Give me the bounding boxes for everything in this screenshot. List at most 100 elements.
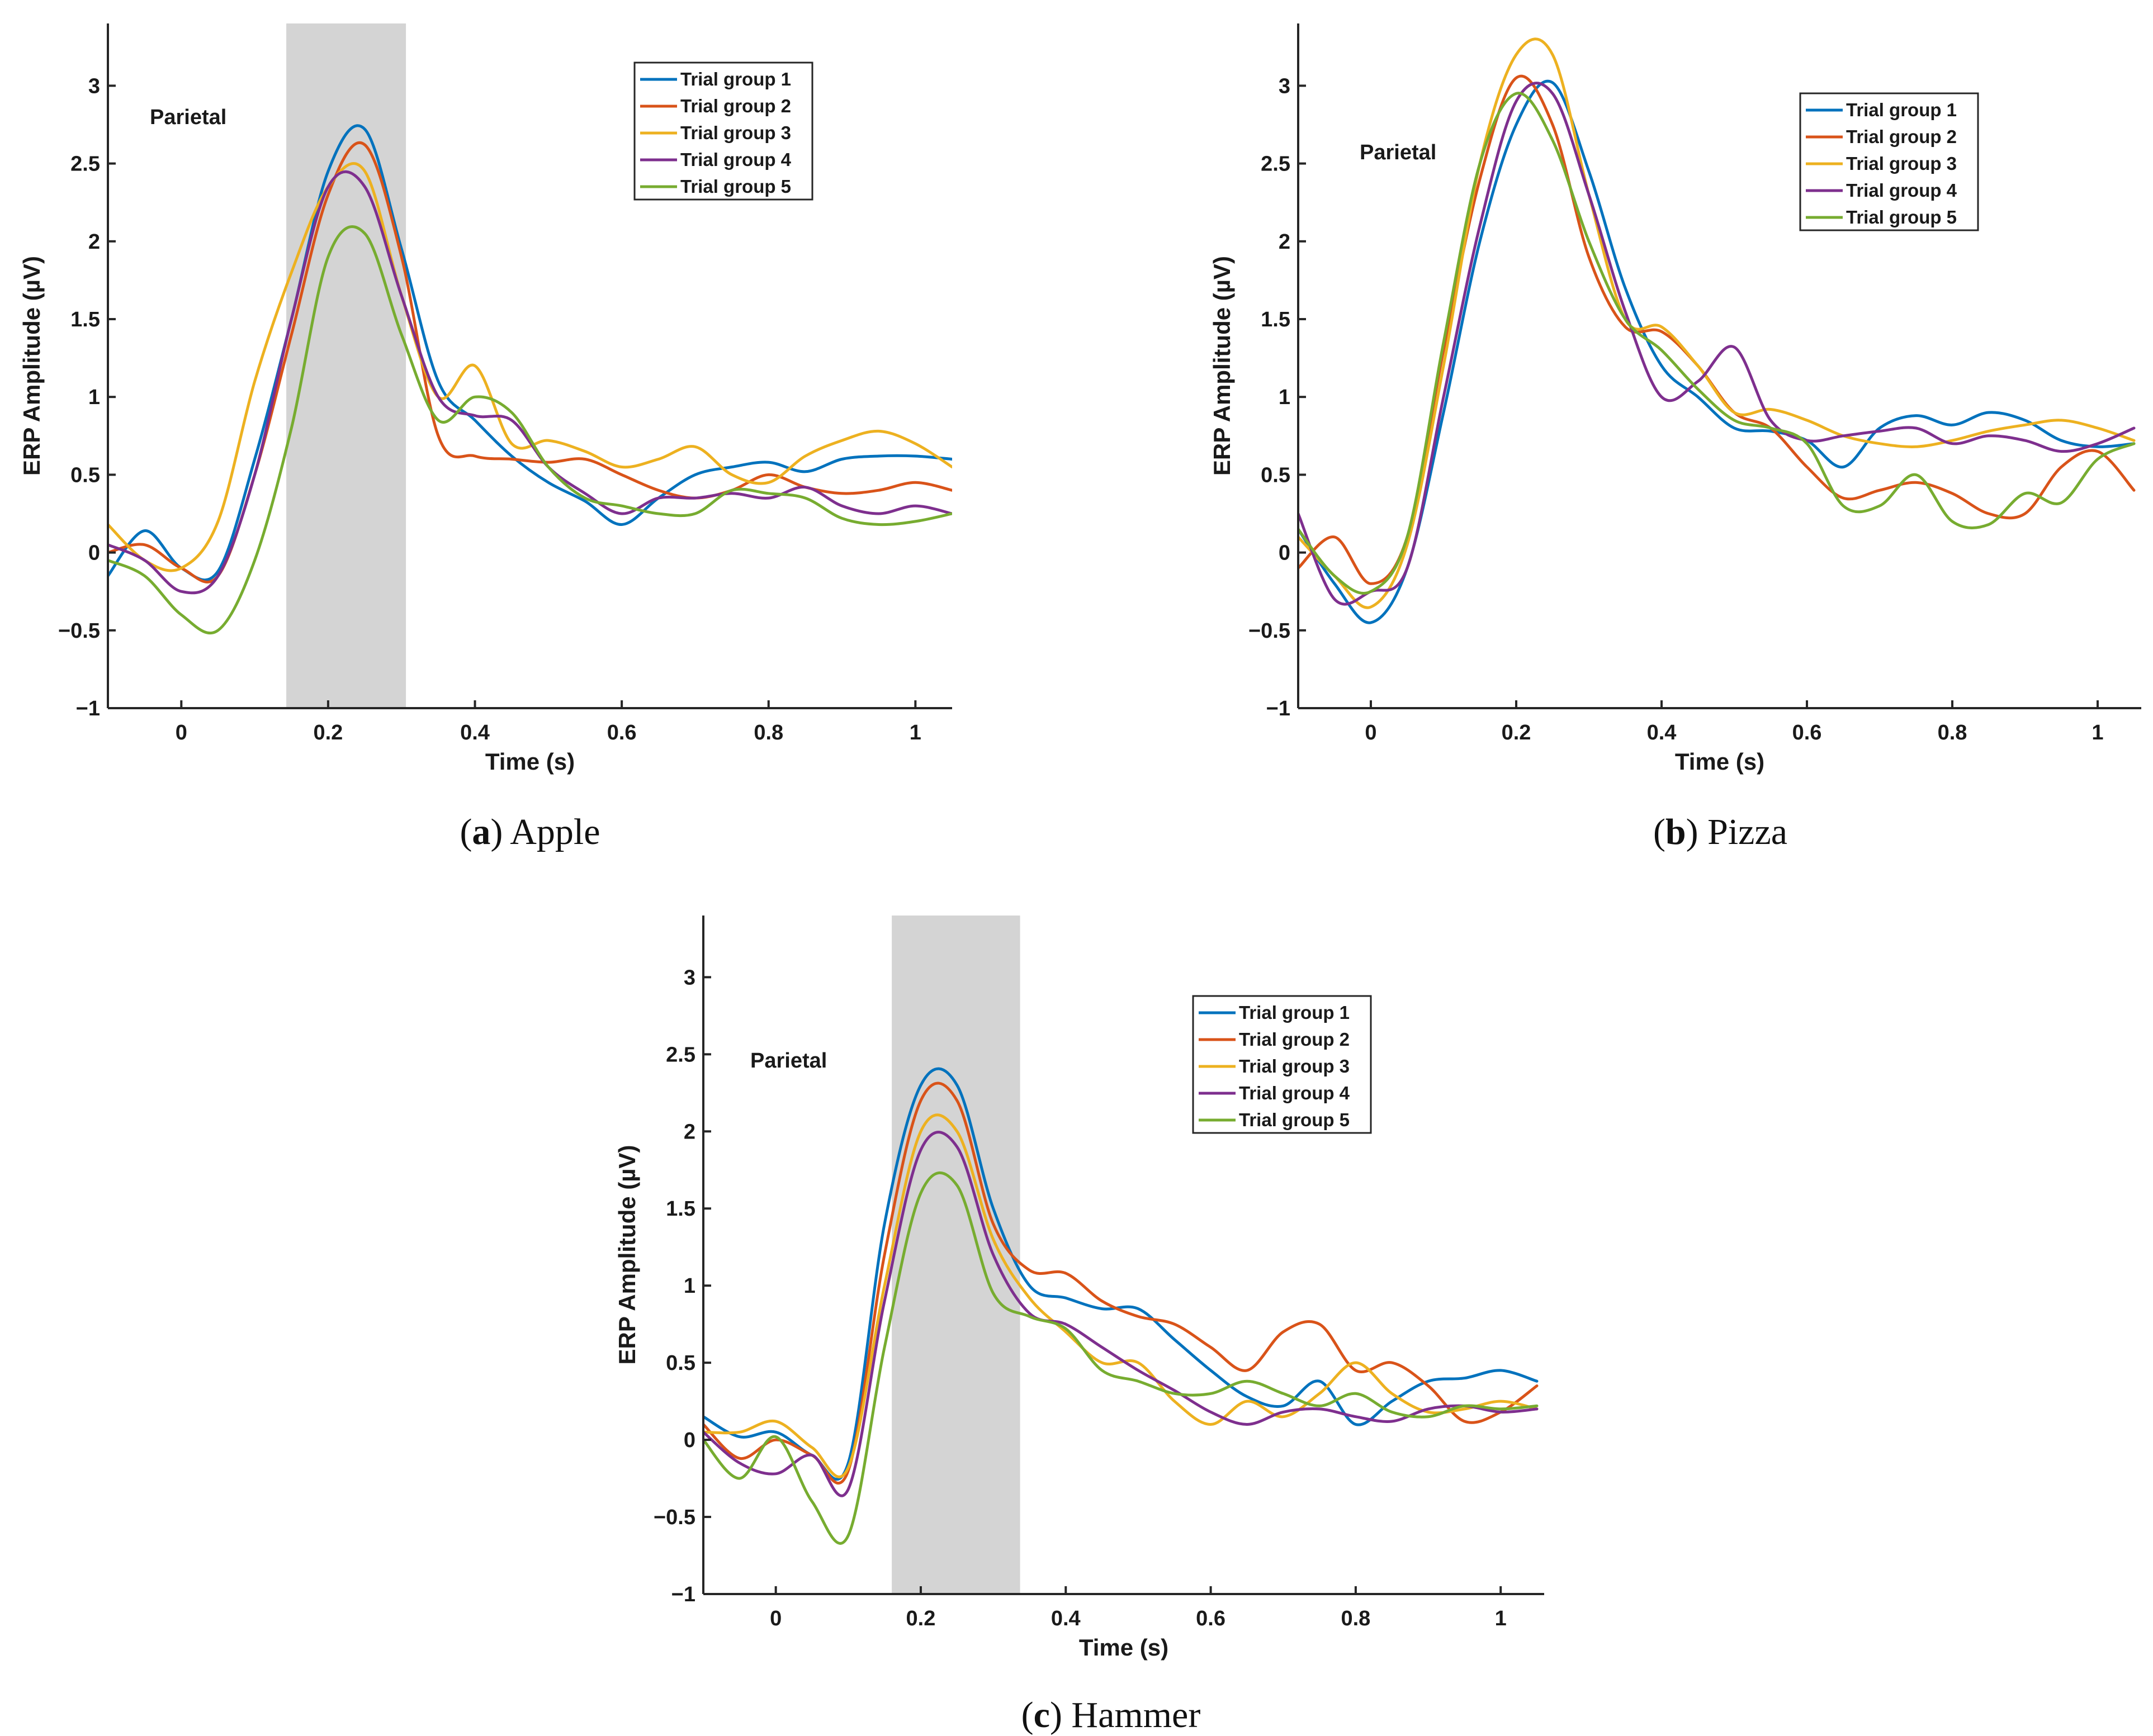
x-tick-label: 0.2 xyxy=(906,1607,936,1630)
legend: Trial group 1 Trial group 2 Trial group 3 T… xyxy=(633,61,813,201)
x-tick-label: 0.6 xyxy=(1792,721,1822,744)
y-tick-label: −0.5 xyxy=(654,1506,695,1529)
y-tick-label: 2 xyxy=(1279,230,1290,254)
series-line-trial-group-1 xyxy=(108,124,952,582)
series-line-trial-group-2 xyxy=(703,1082,1539,1484)
x-axis-label: Time (s) xyxy=(1079,1634,1168,1661)
x-tick-label: 0.4 xyxy=(1647,721,1677,744)
legend-entry-trial-group-1: Trial group 1 xyxy=(680,69,791,89)
y-tick-label: 1.5 xyxy=(1261,308,1290,331)
legend-entry-trial-group-3: Trial group 3 xyxy=(1846,153,1957,174)
x-tick-label: 1 xyxy=(910,721,921,744)
caption-name: Apple xyxy=(510,812,600,852)
legend-entry-trial-group-4: Trial group 4 xyxy=(680,149,792,170)
y-tick-label: 1 xyxy=(684,1274,695,1298)
legend-entry-trial-group-2: Trial group 2 xyxy=(1846,126,1957,147)
y-tick-label: 0 xyxy=(88,542,100,565)
legend-box xyxy=(633,61,813,201)
x-tick-label: 0 xyxy=(770,1607,782,1630)
chart-apple: 0 0.2 0.4 0.6 0.8 1 −1 −0.5 0 0.5 1 1.5 2 2.5 3 Time (s… xyxy=(18,23,952,852)
x-axis-label: Time (s) xyxy=(1675,748,1764,775)
series-line-trial-group-1 xyxy=(1298,79,2136,624)
series-line-trial-group-5 xyxy=(1298,92,2136,595)
x-tick-label: 0.6 xyxy=(1196,1607,1225,1630)
x-tick-label: 0.8 xyxy=(1341,1607,1370,1630)
x-tick-label: 0.8 xyxy=(1938,721,1967,744)
legend-entry-trial-group-2: Trial group 2 xyxy=(1239,1029,1350,1050)
series-line-trial-group-2 xyxy=(108,141,952,584)
x-tick-label: 1 xyxy=(1495,1607,1507,1630)
legend-entry-trial-group-1: Trial group 1 xyxy=(1846,99,1957,120)
caption-name: Hammer xyxy=(1071,1695,1200,1735)
series-line-trial-group-4 xyxy=(108,170,952,595)
legend-entry-trial-group-4: Trial group 4 xyxy=(1239,1083,1350,1103)
analysis-window-highlight xyxy=(892,916,1020,1594)
y-tick-label: 1 xyxy=(1279,386,1290,409)
y-tick-label: −1 xyxy=(671,1583,695,1606)
x-tick-label: 0.2 xyxy=(313,721,343,744)
legend: Trial group 1 Trial group 2 Trial group 3 T… xyxy=(1799,92,1979,231)
y-tick-label: 2 xyxy=(88,230,100,254)
region-annotation: Parietal xyxy=(1360,141,1436,164)
x-tick-label: 0 xyxy=(1365,721,1376,744)
y-tick-label: 0 xyxy=(1279,542,1290,565)
y-tick-label: −0.5 xyxy=(58,619,100,643)
caption-tag: c xyxy=(1034,1695,1050,1735)
y-tick-label: 3 xyxy=(684,966,695,989)
y-tick-label: −1 xyxy=(1266,697,1290,720)
y-tick-label: 2 xyxy=(684,1120,695,1144)
y-tick-label: −1 xyxy=(76,697,100,720)
chart-hammer: 0 0.2 0.4 0.6 0.8 1 −1 −0.5 0 0.5 1 1.5 2 2.5 3 Time (s… xyxy=(614,916,1544,1735)
legend-entry-trial-group-5: Trial group 5 xyxy=(1846,207,1957,227)
y-tick-label: 3 xyxy=(1279,74,1290,98)
y-tick-label: 1 xyxy=(88,386,100,409)
y-axis-label: ERP Amplitude (µV) xyxy=(18,256,45,476)
x-tick-label: 0.4 xyxy=(460,721,490,744)
series-line-trial-group-5 xyxy=(108,225,952,635)
caption-hammer: (c) Hammer xyxy=(1021,1695,1201,1735)
x-tick-label: 0.8 xyxy=(754,721,783,744)
legend-box xyxy=(1799,92,1979,231)
legend-entry-trial-group-2: Trial group 2 xyxy=(680,96,791,116)
legend: Trial group 1 Trial group 2 Trial group 3 T… xyxy=(1192,995,1372,1134)
caption-tag: b xyxy=(1665,812,1686,852)
analysis-window-highlight xyxy=(286,23,406,708)
series-line-trial-group-3 xyxy=(1298,37,2136,609)
series-line-trial-group-4 xyxy=(1298,82,2136,606)
y-tick-label: 1.5 xyxy=(666,1197,695,1221)
series-line-trial-group-3 xyxy=(108,162,952,572)
legend-entry-trial-group-3: Trial group 3 xyxy=(680,122,791,143)
caption-name: Pizza xyxy=(1707,812,1787,852)
x-tick-label: 0.4 xyxy=(1051,1607,1081,1630)
y-tick-label: 3 xyxy=(88,74,100,98)
x-tick-label: 0 xyxy=(176,721,187,744)
y-tick-label: 0 xyxy=(684,1429,695,1452)
x-tick-label: 0.6 xyxy=(607,721,637,744)
y-tick-label: 0.5 xyxy=(70,463,100,487)
y-axis-label: ERP Amplitude (µV) xyxy=(614,1145,640,1365)
series-lines xyxy=(703,1067,1539,1545)
series-line-trial-group-5 xyxy=(703,1171,1539,1545)
x-tick-label: 0.2 xyxy=(1502,721,1531,744)
legend-entry-trial-group-3: Trial group 3 xyxy=(1239,1056,1350,1076)
x-axis-label: Time (s) xyxy=(485,748,575,775)
legend-box xyxy=(1192,995,1372,1134)
y-tick-label: −0.5 xyxy=(1248,619,1290,643)
legend-entry-trial-group-4: Trial group 4 xyxy=(1846,180,1957,201)
y-axis-label: ERP Amplitude (µV) xyxy=(1209,256,1235,476)
series-line-trial-group-1 xyxy=(703,1067,1539,1481)
caption-pizza: (b) Pizza xyxy=(1653,812,1787,852)
y-tick-label: 1.5 xyxy=(70,308,100,331)
series-line-trial-group-4 xyxy=(703,1131,1539,1497)
legend-entry-trial-group-5: Trial group 5 xyxy=(1239,1109,1350,1130)
caption-tag: a xyxy=(472,812,490,852)
region-annotation: Parietal xyxy=(150,106,226,129)
x-tick-label: 1 xyxy=(2092,721,2103,744)
legend-entry-trial-group-5: Trial group 5 xyxy=(680,176,791,197)
y-tick-label: 2.5 xyxy=(1261,153,1290,176)
y-tick-label: 2.5 xyxy=(70,153,100,176)
y-tick-label: 0.5 xyxy=(666,1351,695,1375)
series-lines xyxy=(1298,37,2136,624)
caption-apple: (a) Apple xyxy=(460,812,600,852)
